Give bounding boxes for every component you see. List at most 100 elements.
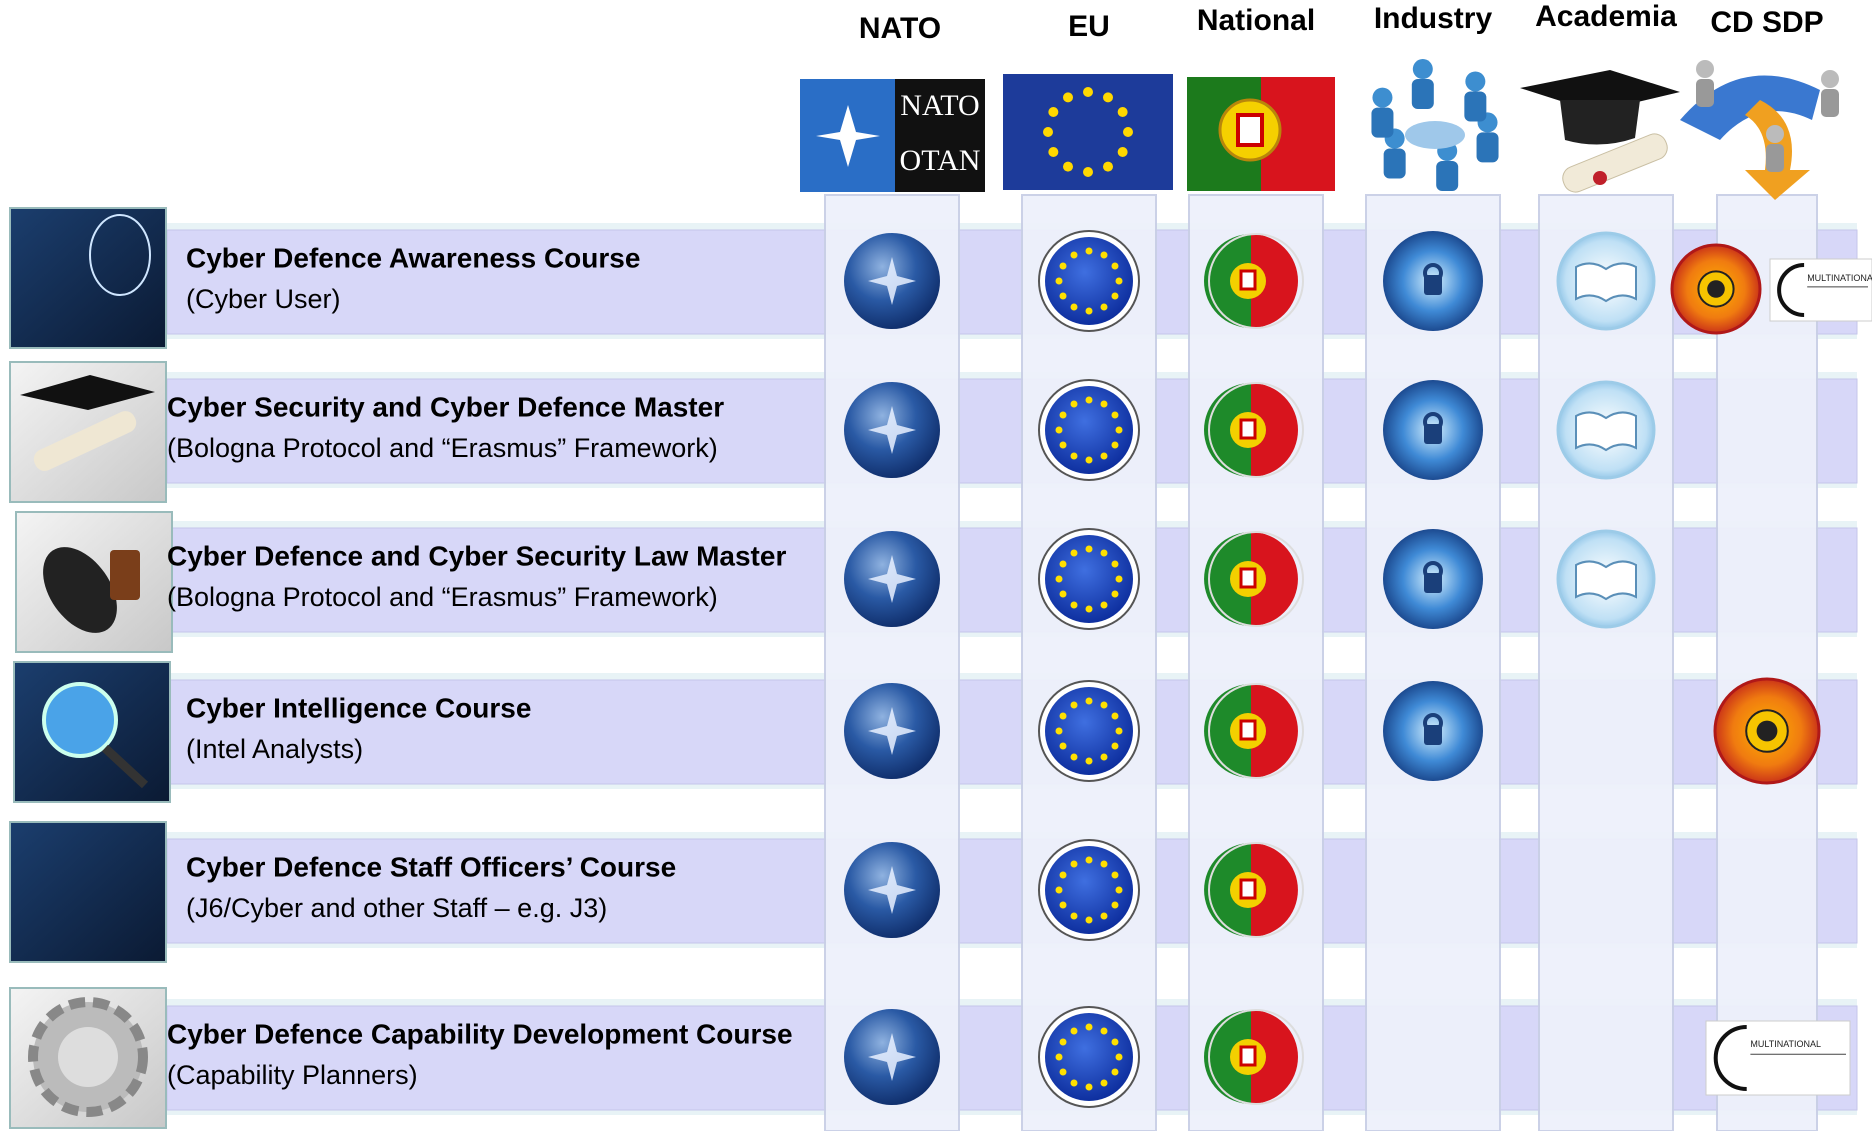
cdsdp-person-body (1696, 79, 1714, 107)
industry-person-body (1411, 79, 1434, 110)
eu-icon-star (1111, 590, 1119, 598)
eu-icon-star (1085, 1083, 1093, 1091)
eu-icon-star (1070, 912, 1078, 920)
nato-star (816, 105, 880, 167)
eu-icon-star (1055, 426, 1063, 434)
pt-icon-red (1251, 1010, 1298, 1104)
eu-flag-star (1123, 127, 1133, 137)
nato-icon-star (868, 406, 916, 454)
nato-flag-text: OTAN (900, 144, 981, 177)
industry-person-head (1465, 71, 1486, 92)
eu-icon-star (1111, 441, 1119, 449)
eu-icon-star (1085, 1023, 1093, 1031)
eu-flag-star (1063, 92, 1073, 103)
row-thumbnail (9, 821, 167, 963)
pt-icon-red (1251, 532, 1298, 626)
multinational-logo-text: MULTINATIONAL (1807, 273, 1872, 283)
course-title: Cyber Defence and Cyber Security Law Mas… (167, 540, 786, 571)
pt-icon-outline (1208, 382, 1304, 478)
eu-icon-star (1059, 590, 1067, 598)
pt-flag-shield (1236, 113, 1264, 147)
course-title: Cyber Defence Staff Officers’ Course (186, 851, 676, 882)
eu-icon (1045, 1013, 1133, 1101)
pt-icon-shield (1239, 269, 1257, 291)
column-strips (824, 194, 1818, 1131)
industry-person-body (1476, 132, 1499, 163)
course-subtitle: (Intel Analysts) (186, 734, 363, 764)
eu-icon-star (1085, 456, 1093, 464)
pt-icon-outline (1208, 683, 1304, 779)
thumb-mouse (43, 547, 117, 633)
pt-icon-shield (1239, 418, 1257, 440)
pt-icon-outline (1208, 531, 1304, 627)
row-thumbnail (9, 207, 167, 349)
eu-icon-star (1059, 901, 1067, 909)
eu-icon-star (1070, 400, 1078, 408)
industry-person-head (1372, 87, 1393, 108)
multinational-logo-text: MULTINATIONAL (1750, 1039, 1821, 1049)
eu-icon-star (1070, 303, 1078, 311)
nato-icon-star (868, 707, 916, 755)
industry-person-body (1371, 107, 1394, 138)
course-subtitle: (Bologna Protocol and “Erasmus” Framewor… (167, 582, 718, 612)
eu-icon-star (1070, 753, 1078, 761)
multinational-logo-arc (1713, 1025, 1747, 1091)
eu-icon-star (1085, 545, 1093, 553)
thumb-scroll (33, 411, 137, 471)
eu-icon-star (1111, 292, 1119, 300)
thumb-magnifier-handle (101, 744, 149, 789)
pt-icon-red (1251, 234, 1298, 328)
eu-icon-star (1059, 742, 1067, 750)
eu-icon-star (1100, 1079, 1108, 1087)
thumb-gear-center (58, 1027, 118, 1087)
eu-icon-star (1059, 871, 1067, 879)
eu-icon-star (1100, 753, 1108, 761)
eu-icon-star (1070, 701, 1078, 709)
course-title: Cyber Defence Awareness Course (186, 242, 640, 273)
multinational-logo-arc (1777, 263, 1805, 317)
thumb-gavel (110, 550, 140, 600)
academia-icon-book (1575, 262, 1637, 303)
pt-icon-shield (1239, 719, 1257, 741)
eu-icon-star (1100, 400, 1108, 408)
industry-person-body (1464, 91, 1487, 122)
eu-flag-star (1117, 147, 1128, 157)
nato-icon-star (868, 1033, 916, 1081)
pt-icon-shield (1239, 1045, 1257, 1067)
eu-icon-star (1055, 1053, 1063, 1061)
eu-flag-star (1103, 92, 1113, 103)
course-title: Cyber Intelligence Course (186, 692, 531, 723)
eu-icon-star (1085, 247, 1093, 255)
eu-flag-star (1063, 161, 1073, 172)
eu-icon-star (1100, 701, 1108, 709)
cdsdp-person-body (1766, 144, 1784, 172)
column-strip (1365, 194, 1501, 1131)
eu-icon (1045, 687, 1133, 775)
industry-person-head (1412, 59, 1433, 80)
eu-icon-star (1059, 1038, 1067, 1046)
eu-flag-star (1043, 127, 1053, 137)
eu-icon-star (1115, 575, 1123, 583)
nato-flag-text: NATO (900, 89, 979, 122)
eu-icon-star (1111, 1038, 1119, 1046)
column-strip (1021, 194, 1157, 1131)
cap-base (1560, 100, 1640, 145)
industry-icon-shackle (1423, 412, 1443, 432)
course-subtitle: (Capability Planners) (167, 1060, 418, 1090)
eu-icon-star (1100, 1027, 1108, 1035)
column-header: Industry (1374, 2, 1493, 35)
eu-flag-star (1048, 107, 1059, 117)
pt-icon-red (1251, 843, 1298, 937)
eu-icon-star (1115, 426, 1123, 434)
industry-person-body (1436, 160, 1459, 191)
eu-icon-star (1085, 757, 1093, 765)
cdsdp-person-body (1821, 89, 1839, 117)
cdsdp-person-head (1821, 70, 1839, 88)
pt-icon-red (1251, 383, 1298, 477)
nato-icon-star (868, 866, 916, 914)
eu-flag-star (1083, 167, 1093, 177)
eu-icon-star (1100, 912, 1108, 920)
eu-icon-star (1111, 262, 1119, 270)
msp-badge-emblem (1707, 280, 1725, 298)
